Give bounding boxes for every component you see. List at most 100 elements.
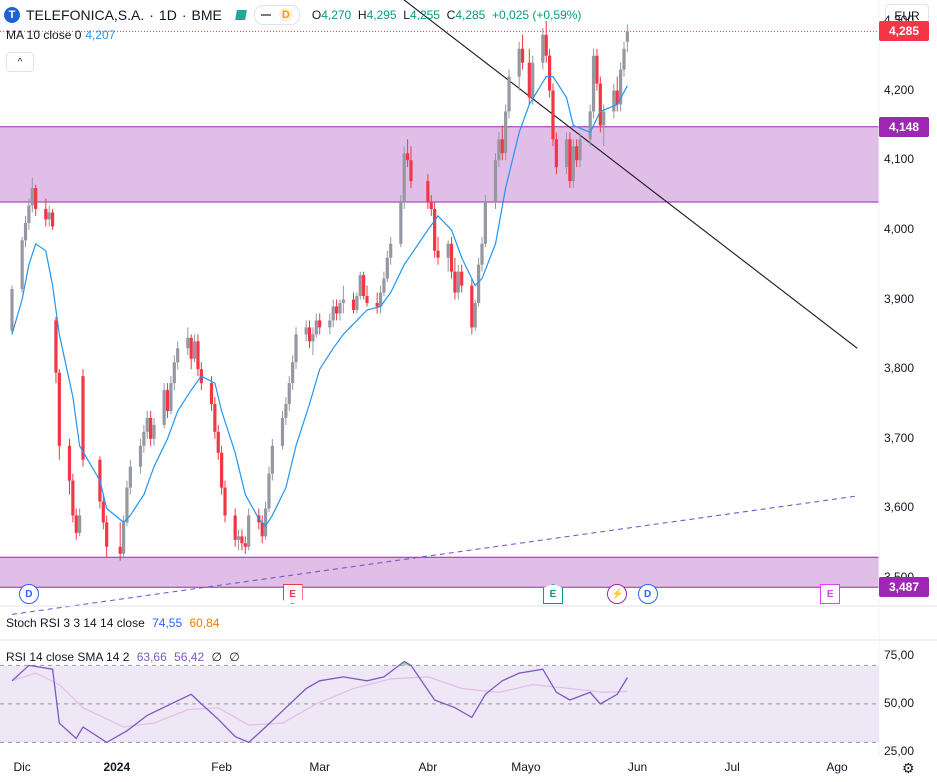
- candle-body: [507, 76, 511, 112]
- candle-body: [548, 55, 552, 91]
- delayed-data-badge: D: [278, 8, 293, 22]
- candle-body: [382, 278, 386, 293]
- candle-body: [209, 383, 214, 404]
- candle-body: [10, 289, 14, 331]
- settings-gear-icon[interactable]: ⚙: [902, 760, 915, 776]
- rsi-label: RSI 14 close SMA 14 2: [6, 650, 130, 664]
- candle-body: [449, 243, 454, 272]
- candle-body: [619, 69, 623, 105]
- time-tick-label: Jul: [724, 760, 740, 774]
- candle-body: [493, 160, 498, 202]
- candle-body: [240, 536, 244, 544]
- price-tick-label: 4,100: [884, 152, 915, 167]
- open-label: O: [311, 8, 322, 22]
- rsi-legend[interactable]: RSI 14 close SMA 14 2 63,66 56,42 ∅ ∅: [6, 650, 240, 664]
- interval[interactable]: 1D: [158, 7, 177, 23]
- candle-body: [138, 445, 143, 467]
- candle-body: [460, 271, 464, 286]
- candle-body: [263, 508, 268, 537]
- ma-legend[interactable]: MA 10 close 0 4,207: [6, 28, 115, 42]
- data-status-pill[interactable]: D: [253, 5, 300, 25]
- close-value: 4,285: [455, 8, 486, 22]
- price-tick-label: 3,800: [884, 361, 915, 376]
- candle-body: [20, 240, 24, 290]
- stoch-d-value: 60,84: [189, 616, 220, 630]
- trendlines[interactable]: [0, 0, 858, 615]
- collapse-legend-button[interactable]: ^: [6, 52, 34, 72]
- candle-body: [220, 452, 224, 488]
- close-label: C: [446, 8, 456, 22]
- candle-body: [213, 404, 217, 432]
- candle-body: [362, 275, 366, 297]
- candle-body: [44, 208, 48, 220]
- earnings-event-marker[interactable]: E: [820, 584, 841, 604]
- exchange: BME: [191, 7, 222, 23]
- candle-body: [311, 334, 315, 342]
- rsi-empty-2: ∅: [229, 650, 240, 664]
- symbol-name[interactable]: TELEFONICA,S.A.: [26, 7, 145, 23]
- candle-body: [162, 390, 166, 425]
- candle-body: [30, 188, 34, 206]
- time-tick-label: Mayo: [511, 760, 541, 774]
- candle-body: [128, 466, 132, 488]
- stoch-rsi-legend[interactable]: Stoch RSI 3 3 14 14 close 74,55 60,84: [6, 616, 220, 630]
- candle-body: [568, 139, 572, 182]
- candle-body: [145, 417, 149, 432]
- candle-body: [433, 208, 437, 251]
- rsi-sma-line: [11, 672, 628, 728]
- telefonica-logo-icon[interactable]: T: [4, 7, 20, 23]
- candle-body: [473, 303, 477, 328]
- candle-body: [47, 212, 51, 220]
- candle-body: [456, 271, 460, 293]
- candle-body: [436, 250, 440, 258]
- candle-body: [571, 146, 575, 182]
- candle-body: [399, 202, 403, 244]
- dash-icon: [260, 14, 271, 16]
- rsi-empty-1: ∅: [211, 650, 222, 664]
- candle-body: [622, 48, 626, 70]
- candle-body: [101, 501, 105, 523]
- candle-body: [105, 522, 109, 547]
- earnings-event-marker[interactable]: E: [542, 584, 563, 604]
- candle-body: [588, 111, 592, 140]
- candle-body: [612, 90, 616, 112]
- candle-body: [405, 153, 410, 161]
- candle-body: [294, 334, 298, 363]
- candle-body: [307, 327, 312, 342]
- split-event-marker[interactable]: ⚡: [607, 584, 628, 604]
- price-tick-label: 3,600: [884, 500, 915, 515]
- candle-body: [429, 202, 433, 209]
- candle-body: [270, 445, 274, 474]
- candle-body: [318, 320, 322, 328]
- candle-body: [426, 181, 430, 202]
- market-open-flag-icon: [234, 10, 247, 20]
- stoch-k-value: 74,55: [152, 616, 183, 630]
- time-tick-label: Feb: [211, 760, 232, 774]
- dividend-event-marker[interactable]: D: [18, 584, 39, 604]
- chart-header: T TELEFONICA,S.A. · 1D · BME D O4,270 H4…: [4, 5, 581, 25]
- candle-body: [470, 285, 474, 328]
- candle-body: [196, 341, 200, 370]
- candle-body: [504, 111, 508, 154]
- candle-body: [74, 515, 78, 533]
- candle-body: [280, 417, 285, 446]
- candle-body: [142, 431, 146, 446]
- candle-body: [575, 146, 579, 161]
- candle-body: [591, 55, 596, 112]
- candle-body: [236, 536, 241, 540]
- candle-body: [27, 205, 31, 223]
- candle-body: [125, 487, 129, 523]
- rsi-tick-label: 50,00: [884, 695, 915, 710]
- time-tick-label: Mar: [309, 760, 331, 774]
- time-tick-label: Jun: [627, 760, 648, 774]
- rsi-tick-label: 75,00: [884, 647, 915, 662]
- time-tick-label: Abr: [418, 760, 438, 774]
- time-tick-label: Dic: [13, 760, 31, 774]
- candle-body: [172, 362, 176, 384]
- support-zone-1: [0, 126, 879, 202]
- dividend-event-marker[interactable]: D: [637, 584, 658, 604]
- candle-body: [527, 62, 531, 98]
- candle-body: [121, 522, 126, 554]
- earnings-event-marker[interactable]: E: [282, 584, 303, 604]
